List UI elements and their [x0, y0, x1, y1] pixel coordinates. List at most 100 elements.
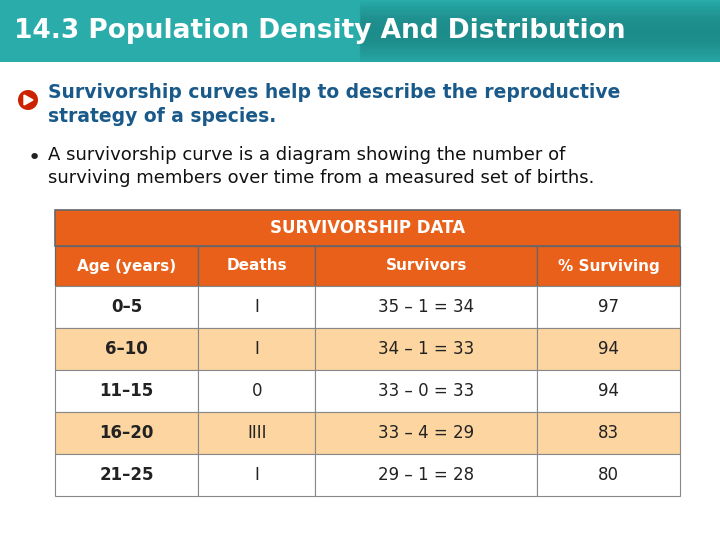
- Bar: [360, 61, 720, 62]
- Text: 16–20: 16–20: [99, 424, 154, 442]
- Bar: [360, 27, 720, 28]
- Bar: [360, 0, 720, 1]
- Text: 14.3 Population Density And Distribution: 14.3 Population Density And Distribution: [14, 18, 626, 44]
- Bar: [360, 52, 720, 53]
- Text: Survivors: Survivors: [385, 259, 467, 273]
- Bar: [315, 370, 537, 412]
- Text: strategy of a species.: strategy of a species.: [48, 106, 276, 125]
- Text: 97: 97: [598, 298, 619, 316]
- Bar: [360, 20, 720, 21]
- Bar: [198, 286, 315, 328]
- Bar: [360, 28, 720, 29]
- Bar: [198, 454, 315, 496]
- Text: Age (years): Age (years): [77, 259, 176, 273]
- Bar: [360, 43, 720, 44]
- Bar: [360, 56, 720, 57]
- Bar: [55, 246, 198, 286]
- Bar: [315, 286, 537, 328]
- Bar: [198, 370, 315, 412]
- Bar: [360, 6, 720, 7]
- Bar: [360, 49, 720, 50]
- Text: 94: 94: [598, 340, 619, 358]
- Text: 21–25: 21–25: [99, 466, 154, 484]
- Bar: [360, 16, 720, 17]
- Text: A survivorship curve is a diagram showing the number of: A survivorship curve is a diagram showin…: [48, 146, 565, 164]
- Bar: [360, 55, 720, 56]
- Bar: [360, 12, 720, 13]
- Bar: [198, 328, 315, 370]
- Bar: [315, 454, 537, 496]
- Bar: [360, 45, 720, 46]
- Bar: [360, 40, 720, 41]
- Text: 33 – 0 = 33: 33 – 0 = 33: [378, 382, 474, 400]
- Bar: [360, 22, 720, 23]
- Text: 83: 83: [598, 424, 619, 442]
- Bar: [537, 246, 680, 286]
- Text: surviving members over time from a measured set of births.: surviving members over time from a measu…: [48, 169, 595, 187]
- Bar: [360, 5, 720, 6]
- Text: 35 – 1 = 34: 35 – 1 = 34: [378, 298, 474, 316]
- Text: % Surviving: % Surviving: [557, 259, 660, 273]
- Bar: [360, 11, 720, 12]
- Text: 29 – 1 = 28: 29 – 1 = 28: [378, 466, 474, 484]
- Bar: [315, 328, 537, 370]
- Bar: [360, 2, 720, 3]
- Bar: [360, 39, 720, 40]
- Bar: [55, 210, 680, 246]
- Text: 0: 0: [251, 382, 262, 400]
- Bar: [198, 246, 315, 286]
- Bar: [360, 19, 720, 20]
- Bar: [360, 10, 720, 11]
- Text: 6–10: 6–10: [105, 340, 148, 358]
- Bar: [360, 23, 720, 24]
- Text: 11–15: 11–15: [99, 382, 154, 400]
- Text: 33 – 4 = 29: 33 – 4 = 29: [378, 424, 474, 442]
- Bar: [360, 30, 720, 31]
- Text: I: I: [254, 340, 259, 358]
- Bar: [55, 286, 198, 328]
- Bar: [315, 246, 537, 286]
- Bar: [360, 14, 720, 15]
- Text: SURVIVORSHIP DATA: SURVIVORSHIP DATA: [270, 219, 465, 237]
- Bar: [360, 47, 720, 48]
- Bar: [360, 26, 720, 27]
- Bar: [360, 48, 720, 49]
- Bar: [360, 58, 720, 59]
- Bar: [360, 17, 720, 18]
- Text: 80: 80: [598, 466, 619, 484]
- Bar: [360, 46, 720, 47]
- Bar: [360, 60, 720, 61]
- Bar: [0, 0, 720, 62]
- Bar: [537, 286, 680, 328]
- Bar: [537, 412, 680, 454]
- Bar: [360, 3, 720, 4]
- Bar: [198, 412, 315, 454]
- Bar: [360, 8, 720, 9]
- Bar: [360, 4, 720, 5]
- Bar: [360, 24, 720, 25]
- Text: I: I: [254, 466, 259, 484]
- Bar: [360, 36, 720, 37]
- Bar: [360, 9, 720, 10]
- Bar: [360, 42, 720, 43]
- Bar: [360, 37, 720, 38]
- Bar: [360, 7, 720, 8]
- Bar: [360, 13, 720, 14]
- Bar: [360, 41, 720, 42]
- Bar: [55, 454, 198, 496]
- Text: 94: 94: [598, 382, 619, 400]
- Bar: [360, 34, 720, 35]
- Bar: [360, 59, 720, 60]
- Text: IIII: IIII: [247, 424, 266, 442]
- Bar: [55, 370, 198, 412]
- Bar: [360, 29, 720, 30]
- Bar: [537, 370, 680, 412]
- Bar: [360, 50, 720, 51]
- Text: 0–5: 0–5: [111, 298, 143, 316]
- Circle shape: [18, 90, 38, 110]
- Bar: [360, 51, 720, 52]
- Text: I: I: [254, 298, 259, 316]
- Bar: [360, 53, 720, 54]
- Bar: [360, 54, 720, 55]
- Bar: [360, 18, 720, 19]
